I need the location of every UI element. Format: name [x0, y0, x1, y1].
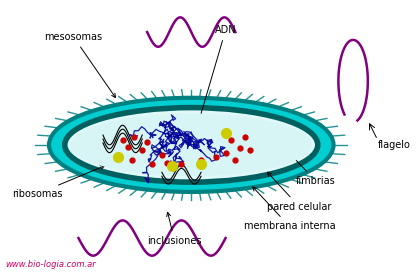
Text: membrana interna: membrana interna — [243, 187, 335, 231]
Text: www.bio-logia.com.ar: www.bio-logia.com.ar — [5, 261, 96, 269]
Text: fimbrias: fimbrias — [287, 151, 336, 186]
Text: flagelo: flagelo — [378, 140, 411, 150]
Ellipse shape — [49, 98, 334, 192]
Text: mesosomas: mesosomas — [45, 32, 116, 97]
Text: ribosomas: ribosomas — [12, 166, 104, 199]
Ellipse shape — [71, 113, 312, 176]
Text: ADN: ADN — [196, 25, 236, 126]
Text: inclusiones: inclusiones — [147, 212, 202, 246]
Ellipse shape — [65, 108, 318, 182]
Text: pared celular: pared celular — [267, 172, 332, 212]
